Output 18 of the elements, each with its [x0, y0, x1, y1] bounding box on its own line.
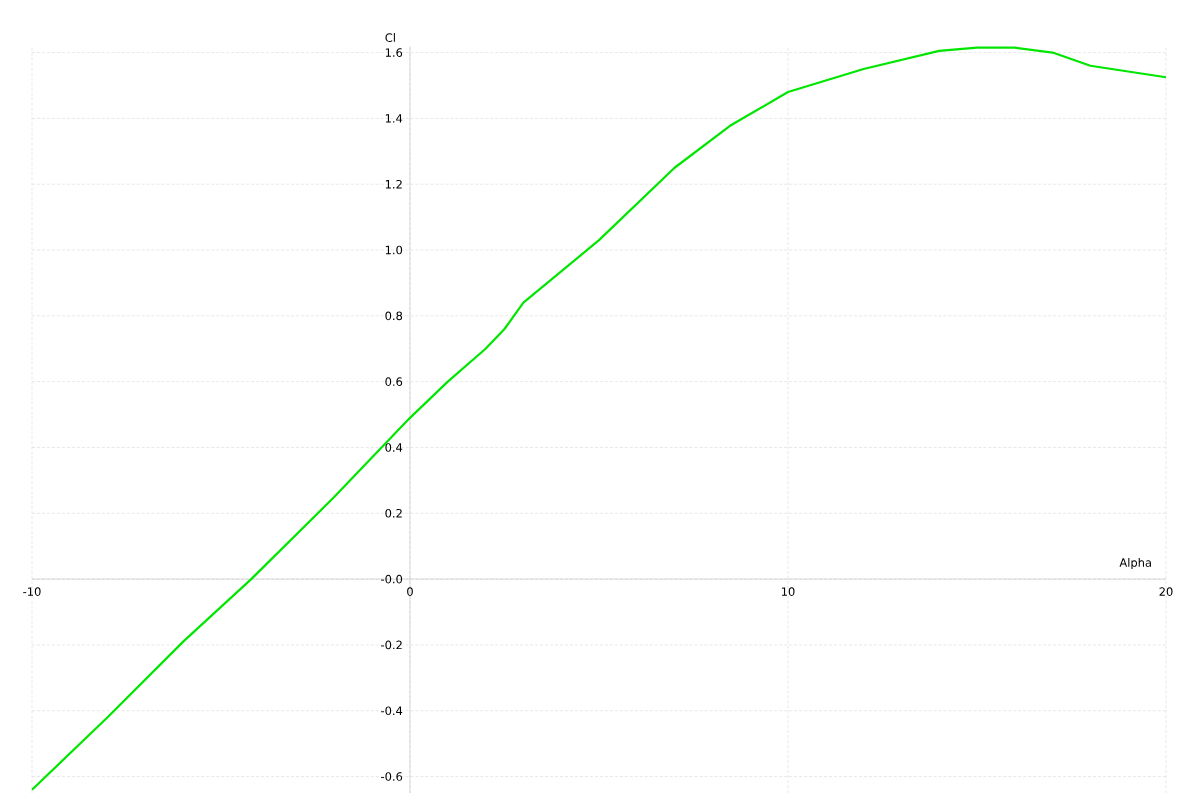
y-tick-label: 1.4 [385, 114, 403, 123]
y-tick-label: 0.2 [385, 508, 402, 518]
x-tick-label: 20 [1159, 587, 1173, 596]
x-tick-label: 0 [407, 587, 413, 596]
y-tick-label: 1.2 [385, 179, 402, 189]
y-tick-label: 1.0 [385, 245, 403, 255]
x-axis-title: Alpha [1119, 557, 1151, 570]
x-tick-label: -10 [23, 587, 41, 596]
y-tick-label: 1.6 [385, 48, 403, 57]
y-tick-label: 0.6 [385, 377, 403, 386]
y-tick-label: -0.0 [381, 574, 403, 584]
y-tick-label: -0.6 [381, 772, 403, 781]
y-axis-title: Cl [385, 33, 395, 42]
y-tick-label: -0.4 [381, 706, 403, 716]
x-tick-label: 10 [781, 587, 795, 596]
y-tick-label: -0.2 [381, 640, 402, 650]
y-tick-label: 0.4 [385, 443, 403, 452]
y-tick-label: 0.8 [385, 311, 403, 321]
